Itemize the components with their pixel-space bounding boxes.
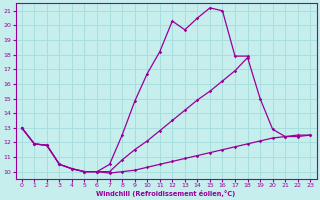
X-axis label: Windchill (Refroidissement éolien,°C): Windchill (Refroidissement éolien,°C): [96, 190, 236, 197]
